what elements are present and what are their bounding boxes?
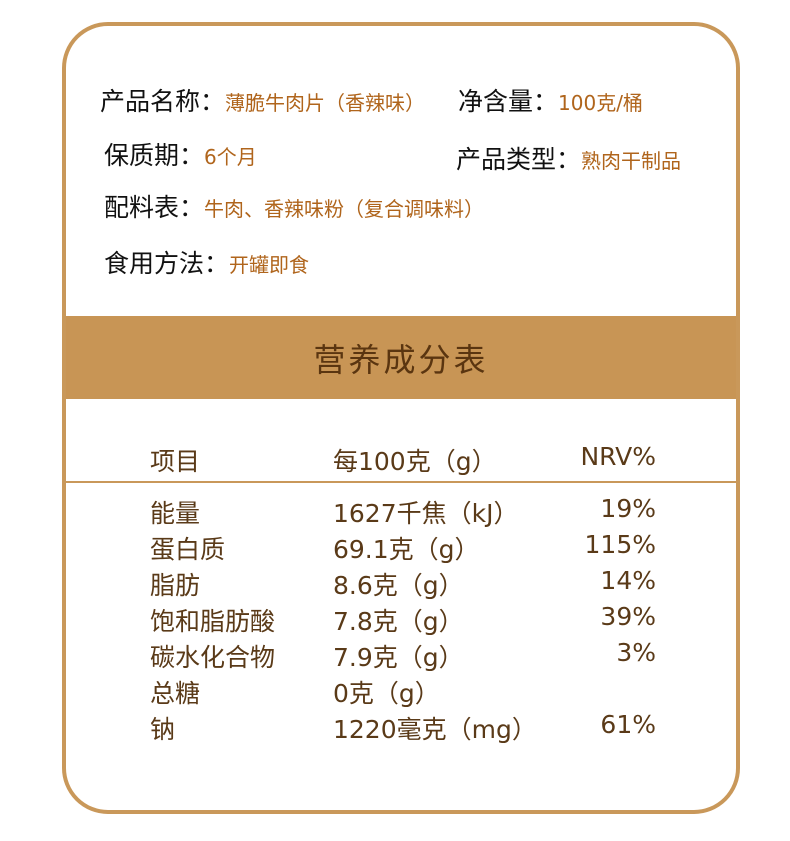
table-row: 蛋白质 69.1克（g） 115% <box>66 530 736 564</box>
nutrient-amount: 1627千焦（kJ） <box>333 499 519 528</box>
usage-label: 食用方法： <box>104 249 230 278</box>
nutrient-name: 蛋白质 <box>150 535 226 564</box>
nutrient-nrv: 19% <box>600 494 656 523</box>
nutrient-amount: 69.1克（g） <box>333 535 480 564</box>
usage-field: 食用方法： 开罐即食 <box>104 244 309 280</box>
table-row: 总糖 0克（g） <box>66 674 736 708</box>
nutrient-nrv: 39% <box>600 602 656 631</box>
table-row: 钠 1220毫克（mg） 61% <box>66 710 736 744</box>
nutrition-title-band: 营养成分表 <box>66 316 736 399</box>
nutrient-name: 碳水化合物 <box>150 643 276 672</box>
net-content-field: 净含量： 100克/桶 <box>458 82 643 118</box>
header-nrv: NRV% <box>580 442 656 471</box>
table-row: 饱和脂肪酸 7.8克（g） 39% <box>66 602 736 636</box>
usage-value: 开罐即食 <box>229 253 310 277</box>
product-name-label: 产品名称： <box>100 87 226 116</box>
table-row: 能量 1627千焦（kJ） 19% <box>66 494 736 528</box>
shelf-life-field: 保质期： 6个月 <box>104 136 257 172</box>
header-item: 项目 <box>150 447 201 476</box>
net-content-label: 净含量： <box>458 87 559 116</box>
product-type-label: 产品类型： <box>456 145 582 174</box>
ingredients-value: 牛肉、香辣味粉（复合调味料） <box>204 197 485 221</box>
nutrient-amount: 0克（g） <box>333 679 440 708</box>
ingredients-label: 配料表： <box>104 193 205 222</box>
header-divider <box>66 481 736 483</box>
shelf-life-label: 保质期： <box>104 141 205 170</box>
nutrient-name: 能量 <box>150 499 201 528</box>
product-name-value: 薄脆牛肉片（香辣味） <box>225 91 426 115</box>
nutrient-nrv: 115% <box>584 530 656 559</box>
table-header: 项目 每100克（g） NRV% <box>66 442 736 476</box>
nutrient-name: 脂肪 <box>150 571 201 600</box>
shelf-life-value: 6个月 <box>204 145 257 169</box>
nutrient-nrv: 14% <box>600 566 656 595</box>
table-row: 脂肪 8.6克（g） 14% <box>66 566 736 600</box>
label-frame: 产品名称： 薄脆牛肉片（香辣味） 净含量： 100克/桶 保质期： 6个月 产品… <box>62 22 740 814</box>
nutrient-name: 钠 <box>150 715 176 744</box>
nutrient-name: 饱和脂肪酸 <box>150 607 276 636</box>
table-row: 碳水化合物 7.9克（g） 3% <box>66 638 736 672</box>
product-type-field: 产品类型： 熟肉干制品 <box>456 140 681 176</box>
ingredients-field: 配料表： 牛肉、香辣味粉（复合调味料） <box>104 188 484 224</box>
nutrient-amount: 8.6克（g） <box>333 571 464 600</box>
nutrient-amount: 1220毫克（mg） <box>333 715 537 744</box>
net-content-value: 100克/桶 <box>558 91 643 115</box>
nutrient-nrv: 61% <box>600 710 656 739</box>
nutrient-name: 总糖 <box>150 679 201 708</box>
nutrient-amount: 7.8克（g） <box>333 607 464 636</box>
product-name-field: 产品名称： 薄脆牛肉片（香辣味） <box>100 82 425 118</box>
nutrition-title: 营养成分表 <box>313 340 489 379</box>
nutrient-nrv: 3% <box>616 638 656 667</box>
nutrient-amount: 7.9克（g） <box>333 643 464 672</box>
product-type-value: 熟肉干制品 <box>581 149 682 173</box>
header-per-100g: 每100克（g） <box>333 447 497 476</box>
